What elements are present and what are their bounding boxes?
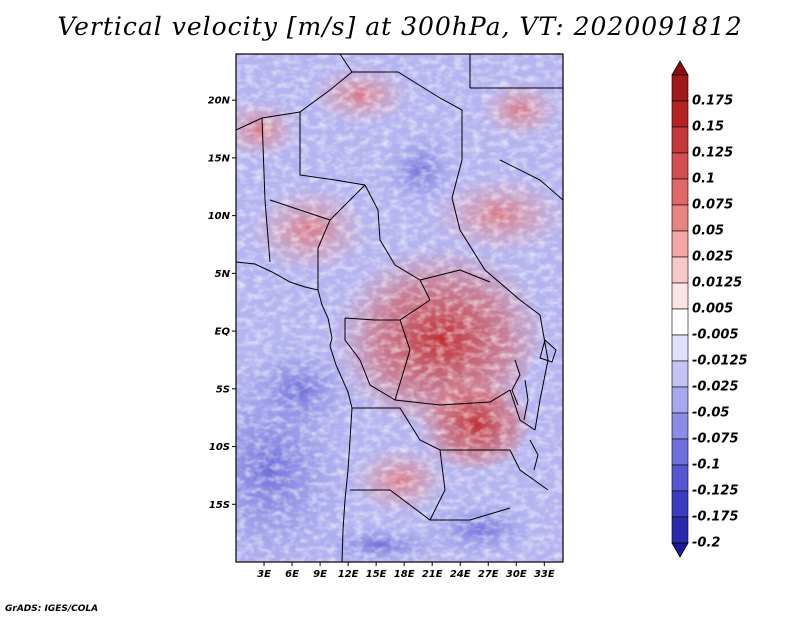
lon-tick-label: 30E bbox=[506, 569, 527, 580]
colorbar-label: -0.05 bbox=[692, 406, 729, 421]
colorbar-label: -0.0125 bbox=[692, 354, 748, 369]
colorbar-label: 0.005 bbox=[692, 302, 733, 317]
colorbar-label: 0.175 bbox=[692, 94, 733, 109]
colorbar-label: 0.0125 bbox=[692, 276, 742, 291]
colorbar-swatch bbox=[671, 516, 689, 544]
colorbar-min-arrow bbox=[671, 542, 689, 558]
colorbar-label: 0.1 bbox=[692, 172, 715, 187]
colorbar-swatch bbox=[671, 360, 689, 388]
colorbar-swatch bbox=[671, 308, 689, 336]
colorbar-swatch bbox=[671, 204, 689, 232]
colorbar-label: 0.15 bbox=[692, 120, 724, 135]
colorbar-label: -0.005 bbox=[692, 328, 739, 343]
lat-tick-label: 10S bbox=[209, 442, 230, 453]
colorbar-label: -0.075 bbox=[692, 432, 739, 447]
colorbar-swatch bbox=[671, 100, 689, 128]
colorbar-swatch bbox=[671, 282, 689, 310]
colorbar-label: 0.025 bbox=[692, 250, 733, 265]
colorbar-label: -0.025 bbox=[692, 380, 739, 395]
colorbar-max-arrow bbox=[671, 60, 689, 76]
longitude-axis: 3E 6E 9E 12E 15E 18E 21E 24E 27E 30E 33E bbox=[257, 562, 555, 580]
lon-tick-label: 27E bbox=[478, 569, 499, 580]
lat-tick-label: 10N bbox=[208, 211, 231, 222]
lon-tick-label: 15E bbox=[366, 569, 387, 580]
lat-tick-label: EQ bbox=[215, 327, 231, 338]
colorbar-swatch bbox=[671, 256, 689, 284]
colorbar-swatch bbox=[671, 334, 689, 362]
grads-credit: GrADS: IGES/COLA bbox=[5, 604, 99, 614]
colorbar-swatch bbox=[671, 464, 689, 492]
colorbar-swatch bbox=[671, 490, 689, 518]
lat-tick-label: 15S bbox=[209, 500, 230, 511]
lon-tick-label: 6E bbox=[285, 569, 299, 580]
colorbar-label: -0.1 bbox=[692, 458, 720, 473]
lat-tick-label: 5N bbox=[215, 269, 231, 280]
colorbar-swatch bbox=[671, 126, 689, 154]
lon-tick-label: 3E bbox=[257, 569, 271, 580]
map-frame bbox=[235, 53, 564, 563]
map-field bbox=[236, 54, 563, 562]
colorbar-swatch bbox=[671, 230, 689, 258]
colorbar-swatch bbox=[671, 386, 689, 414]
lat-tick-label: 15N bbox=[208, 153, 231, 164]
colorbar-swatch bbox=[671, 152, 689, 180]
lon-tick-label: 21E bbox=[422, 569, 443, 580]
colorbar-swatch bbox=[671, 178, 689, 206]
lon-tick-label: 12E bbox=[338, 569, 359, 580]
colorbar-label: -0.2 bbox=[692, 536, 720, 551]
colorbar-label: 0.075 bbox=[692, 198, 733, 213]
colorbar-swatch bbox=[671, 438, 689, 466]
colorbar-swatch bbox=[671, 74, 689, 102]
latitude-axis: 20N 15N 10N 5N EQ 5S 10S 15S bbox=[208, 96, 236, 511]
map-title: Vertical velocity [m/s] at 300hPa, VT: 2… bbox=[57, 12, 743, 41]
colorbar-swatch bbox=[671, 412, 689, 440]
colorbar-label: 0.125 bbox=[692, 146, 733, 161]
country-boundaries bbox=[236, 54, 563, 562]
lon-tick-label: 24E bbox=[450, 569, 471, 580]
lon-tick-label: 33E bbox=[534, 569, 555, 580]
lat-tick-label: 5S bbox=[216, 384, 230, 395]
colorbar-label: -0.175 bbox=[692, 510, 739, 525]
lon-tick-label: 9E bbox=[313, 569, 327, 580]
colorbar-label: 0.05 bbox=[692, 224, 724, 239]
lat-tick-label: 20N bbox=[208, 96, 231, 107]
colorbar-label: -0.125 bbox=[692, 484, 739, 499]
lon-tick-label: 18E bbox=[394, 569, 415, 580]
